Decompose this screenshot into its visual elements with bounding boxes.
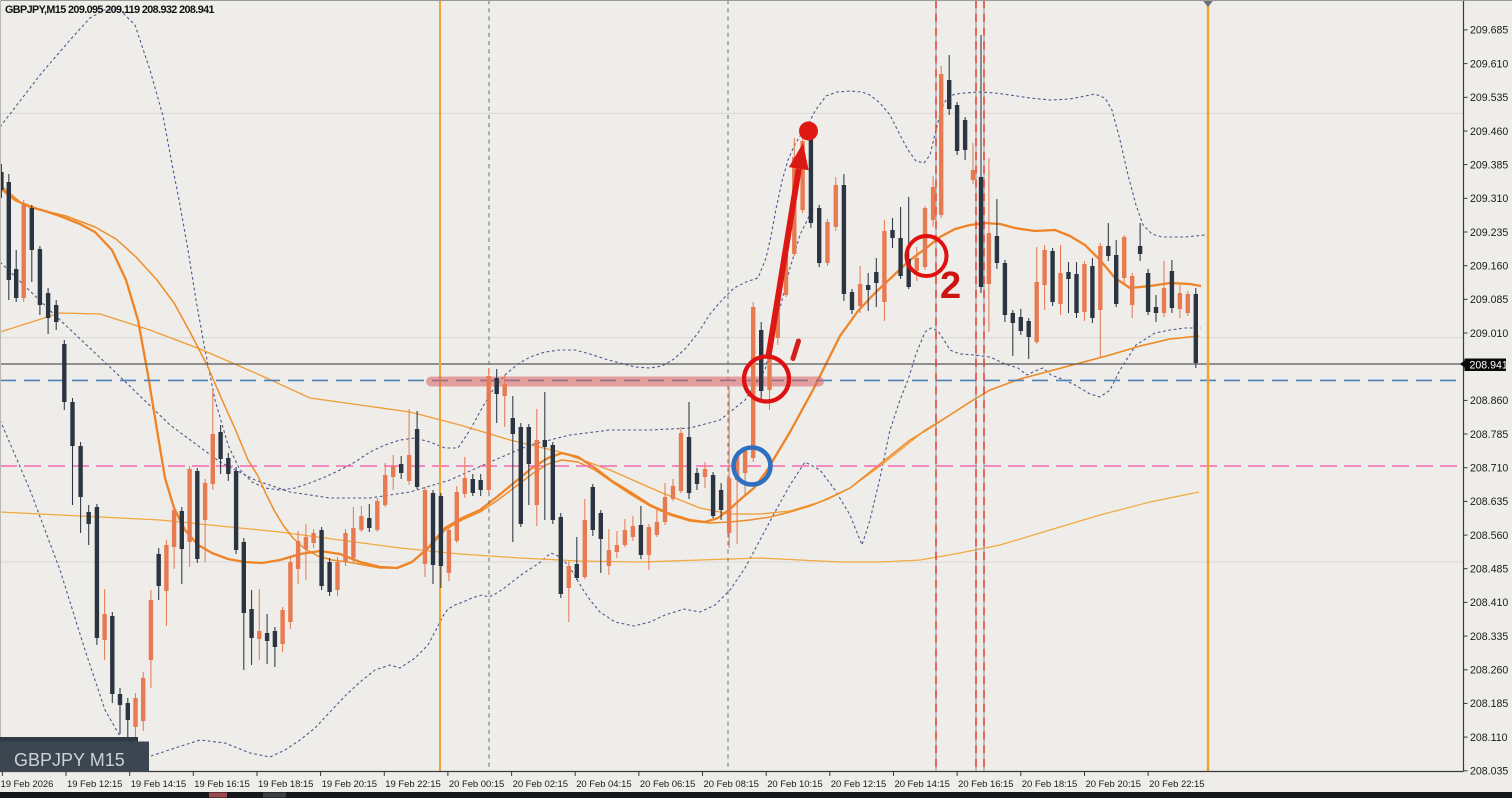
svg-text:19 Feb 14:15: 19 Feb 14:15 <box>131 779 186 790</box>
svg-text:209.685: 209.685 <box>1470 25 1508 37</box>
svg-text:19 Feb 22:15: 19 Feb 22:15 <box>385 779 440 790</box>
svg-text:20 Feb 20:15: 20 Feb 20:15 <box>1086 779 1141 790</box>
svg-text:208.260: 208.260 <box>1470 665 1508 677</box>
svg-text:209.085: 209.085 <box>1470 294 1508 306</box>
svg-text:208.185: 208.185 <box>1470 698 1508 710</box>
svg-text:19 Feb 2026: 19 Feb 2026 <box>1 779 54 790</box>
svg-text:20 Feb 22:15: 20 Feb 22:15 <box>1149 779 1204 790</box>
svg-text:208.941: 208.941 <box>1470 359 1508 371</box>
svg-text:208.035: 208.035 <box>1470 766 1508 778</box>
svg-text:20 Feb 00:15: 20 Feb 00:15 <box>449 779 504 790</box>
svg-text:2: 2 <box>940 265 961 307</box>
svg-text:209.160: 209.160 <box>1470 261 1508 273</box>
svg-text:208.485: 208.485 <box>1470 564 1508 576</box>
svg-text:20 Feb 18:15: 20 Feb 18:15 <box>1022 779 1077 790</box>
svg-text:209.460: 209.460 <box>1470 126 1508 138</box>
svg-text:20 Feb 16:15: 20 Feb 16:15 <box>958 779 1013 790</box>
svg-text:20 Feb 10:15: 20 Feb 10:15 <box>767 779 822 790</box>
svg-text:GBPJPY,M15 209.095 209.119 20: GBPJPY,M15 209.095 209.119 208.932 208.9… <box>5 4 215 16</box>
svg-text:209.385: 209.385 <box>1470 159 1508 171</box>
svg-text:19 Feb 12:15: 19 Feb 12:15 <box>67 779 122 790</box>
svg-text:GBPJPY M15: GBPJPY M15 <box>14 750 125 770</box>
svg-text:209.535: 209.535 <box>1470 92 1508 104</box>
svg-text:208.560: 208.560 <box>1470 530 1508 542</box>
svg-text:208.860: 208.860 <box>1470 395 1508 407</box>
svg-text:208.335: 208.335 <box>1470 631 1508 643</box>
svg-text:209.610: 209.610 <box>1470 58 1508 70</box>
svg-text:209.310: 209.310 <box>1470 193 1508 205</box>
svg-text:208.635: 208.635 <box>1470 496 1508 508</box>
svg-text:20 Feb 08:15: 20 Feb 08:15 <box>704 779 759 790</box>
svg-text:209.235: 209.235 <box>1470 227 1508 239</box>
svg-text:20 Feb 02:15: 20 Feb 02:15 <box>513 779 568 790</box>
svg-text:208.410: 208.410 <box>1470 597 1508 609</box>
svg-text:208.110: 208.110 <box>1470 732 1508 744</box>
svg-text:208.710: 208.710 <box>1470 463 1508 475</box>
svg-text:20 Feb 12:15: 20 Feb 12:15 <box>831 779 886 790</box>
svg-text:209.010: 209.010 <box>1470 328 1508 340</box>
svg-text:20 Feb 06:15: 20 Feb 06:15 <box>640 779 695 790</box>
svg-text:208.785: 208.785 <box>1470 429 1508 441</box>
svg-text:20 Feb 14:15: 20 Feb 14:15 <box>895 779 950 790</box>
svg-text:20 Feb 04:15: 20 Feb 04:15 <box>576 779 631 790</box>
svg-text:19 Feb 18:15: 19 Feb 18:15 <box>258 779 313 790</box>
svg-text:19 Feb 20:15: 19 Feb 20:15 <box>322 779 377 790</box>
svg-text:19 Feb 16:15: 19 Feb 16:15 <box>194 779 249 790</box>
